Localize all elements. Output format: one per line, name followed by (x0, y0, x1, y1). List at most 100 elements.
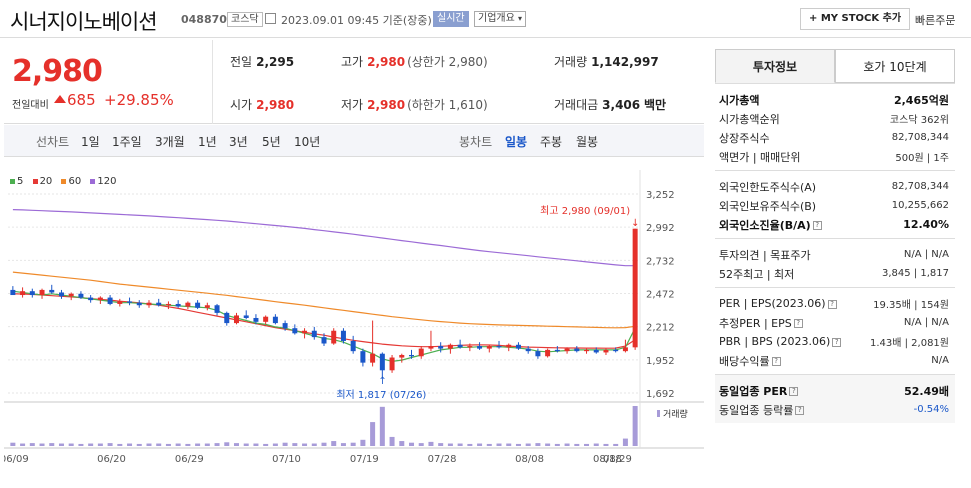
stock-name: 시너지이노베이션 (10, 10, 158, 34)
period-1y[interactable]: 1년 (198, 135, 217, 149)
candle-body (185, 302, 191, 307)
candle-daily[interactable]: 일봉 (505, 135, 528, 149)
period-1w[interactable]: 1주일 (112, 135, 142, 149)
candle-body (253, 317, 259, 322)
y-tick-label: 1,692 (646, 389, 675, 400)
info-row-label: 동일업종 등락률? (719, 402, 805, 418)
chart-legend: 5 20 60 120 (10, 176, 123, 187)
info-row: 투자의견 | 목표주가 N/A | N/A (719, 245, 949, 264)
info-row-label: 시가총액순위 (719, 112, 780, 126)
candlestick-chart[interactable]: 3,252 2,992 2,732 2,472 2,212 1,952 1,692 거래량 06… (4, 170, 704, 488)
candle-body (88, 297, 94, 301)
x-tick-label: 07/19 (350, 454, 379, 465)
add-my-stock-button[interactable]: + MY STOCK 추가 (800, 8, 911, 30)
company-info-dropdown[interactable]: 기업개요 ▾ (474, 11, 527, 27)
candle-chart-label: 봉차트 (459, 135, 493, 149)
volume-bar (282, 442, 288, 446)
help-icon[interactable]: ? (793, 319, 803, 328)
candle-body (224, 312, 230, 324)
help-icon[interactable]: ? (812, 221, 822, 230)
current-price: 2,980 (12, 54, 103, 89)
candle-body (360, 351, 366, 363)
quick-order-button[interactable]: 빠른주문 (915, 14, 956, 27)
volume-bar (253, 443, 259, 446)
volume-bar (185, 443, 191, 446)
change-value: 685 (67, 91, 96, 109)
period-3m[interactable]: 3개월 (155, 135, 185, 149)
volume-bar (78, 443, 84, 446)
volume-bar (68, 443, 74, 446)
volume-label: 거래량 (663, 408, 688, 420)
info-row: 액면가 | 매매단위 500원 | 1주 (719, 147, 949, 166)
tab-orderbook[interactable]: 호가 10단계 (835, 49, 955, 83)
candle-body (214, 305, 220, 313)
legend-ma60: 60 (61, 176, 81, 187)
line-chart-label: 선차트 (36, 135, 70, 149)
x-tick-label: 07/28 (428, 454, 457, 465)
info-row-value: 82,708,344 (891, 132, 949, 143)
volume-bar (214, 443, 220, 446)
y-tick-label: 1,952 (646, 356, 675, 367)
volume-legend-swatch (657, 410, 660, 417)
info-row-value: N/A (931, 355, 949, 366)
candle-body (632, 228, 638, 348)
x-tick-label: 06/09 (4, 454, 29, 465)
candle-body (409, 354, 415, 357)
help-icon[interactable]: ? (795, 406, 805, 415)
change-percent: +29.85% (104, 91, 174, 109)
invest-info-sections: 시가총액 2,465억원 시가총액순위 코스닥 362위 상장주식수 82,708,344… (715, 83, 955, 423)
volume-bar (302, 443, 308, 446)
info-section-1: 시가총액 2,465억원 시가총액순위 코스닥 362위 상장주식수 82,708,344… (715, 83, 955, 170)
help-icon[interactable]: ? (832, 337, 842, 347)
info-row: 외국인한도주식수(A) 82,708,344 (719, 177, 949, 196)
volume-bar (165, 443, 171, 446)
candle-body (136, 302, 142, 306)
info-row-value: 500원 | 1주 (895, 153, 949, 164)
info-row-value: 19.35배 | 154원 (873, 300, 949, 311)
info-row-value: 코스닥 362위 (889, 115, 949, 126)
volume-bar (564, 443, 570, 446)
candle-monthly[interactable]: 월봉 (576, 135, 599, 149)
candle-body (350, 340, 356, 352)
help-icon[interactable]: ? (827, 299, 837, 309)
candle-body (97, 297, 103, 301)
candle-body (428, 346, 434, 349)
candle-body (39, 289, 45, 296)
legend-ma20: 20 (32, 176, 52, 187)
volume-bar (379, 406, 385, 446)
low-arrow-icon: ↑ (378, 376, 386, 387)
period-10y[interactable]: 10년 (294, 135, 321, 149)
volume-bar (195, 443, 201, 446)
info-row-label: 상장주식수 (719, 131, 770, 145)
volume-bar (350, 442, 356, 446)
y-tick-label: 2,732 (646, 256, 675, 267)
tab-invest-info[interactable]: 투자정보 (715, 49, 835, 83)
candle-body (622, 347, 628, 352)
volume-bar (360, 439, 366, 446)
volume: 거래량 1,142,997 (554, 55, 659, 69)
period-1d[interactable]: 1일 (81, 135, 100, 149)
candle-body (331, 330, 337, 344)
volume-bar (321, 442, 327, 446)
volume-bar (136, 443, 142, 446)
info-row-label: PER | EPS(2023.06)? (719, 297, 837, 310)
period-3y[interactable]: 3년 (229, 135, 248, 149)
volume-bar (146, 443, 152, 446)
realtime-button[interactable]: 실시간 (433, 11, 469, 27)
candle-body (302, 330, 308, 334)
candle-body (311, 330, 317, 338)
candle-body (282, 323, 288, 329)
info-row: 동일업종 PER? 52.49배 (719, 381, 949, 400)
volume-bar (457, 443, 463, 446)
volume-bar (97, 443, 103, 446)
candle-body (457, 344, 463, 348)
low-price: 저가 2,980 (하한가 1,610) (341, 98, 488, 112)
candle-weekly[interactable]: 주봉 (540, 135, 563, 149)
help-icon[interactable]: ? (789, 387, 799, 396)
help-icon[interactable]: ? (771, 357, 781, 366)
volume-bar (467, 443, 473, 446)
info-row-value: 2,465억원 (893, 93, 949, 107)
volume-bar (233, 443, 239, 446)
volume-bar (204, 443, 210, 446)
period-5y[interactable]: 5년 (262, 135, 281, 149)
